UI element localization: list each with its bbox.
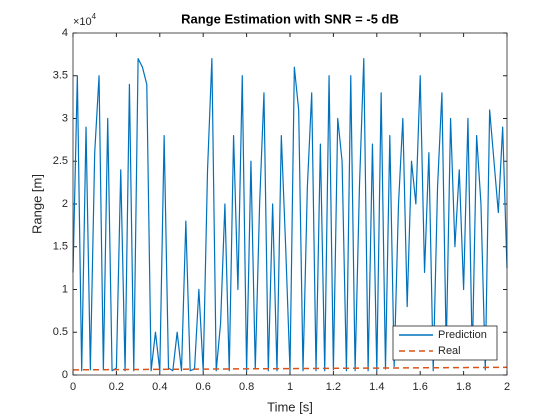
y-axis-label: Range [m] xyxy=(29,174,44,234)
plot-frame xyxy=(72,32,508,376)
x-tick-label: 1 xyxy=(287,381,293,393)
x-tick-label: 0.2 xyxy=(109,381,124,393)
y-tick-label: 1 xyxy=(62,283,68,295)
data-line xyxy=(72,366,508,371)
x-tick-label: 2 xyxy=(504,381,510,393)
y-multiplier: ×104 xyxy=(73,12,97,28)
y-tick-label: 2.5 xyxy=(53,155,68,167)
y-tick-label: 2 xyxy=(62,198,68,210)
legend-label: Real xyxy=(438,345,461,357)
y-tick-label: 0.5 xyxy=(53,326,68,338)
x-tick-label: 0.6 xyxy=(196,381,211,393)
y-tick-label: 3 xyxy=(62,112,68,124)
multiplier-exponent: 4 xyxy=(92,12,97,21)
y-tick-label: 0 xyxy=(62,369,68,381)
legend-label: Prediction xyxy=(438,329,487,341)
data-line xyxy=(72,58,508,372)
x-tick-label: 0.8 xyxy=(239,381,254,393)
x-tick-label: 0 xyxy=(70,381,76,393)
multiplier-base: ×10 xyxy=(73,16,92,28)
y-tick-label: 4 xyxy=(62,27,68,39)
x-tick-label: 1.2 xyxy=(326,381,341,393)
y-tick-label: 1.5 xyxy=(53,241,68,253)
x-axis-label: Time [s] xyxy=(267,399,313,414)
y-tick-label: 3.5 xyxy=(53,70,68,82)
x-tick-label: 1.4 xyxy=(369,381,384,393)
legend-box xyxy=(392,325,498,361)
x-tick-label: 1.6 xyxy=(413,381,428,393)
chart-title: Range Estimation with SNR = -5 dB xyxy=(181,11,399,26)
x-tick-label: 1.8 xyxy=(456,381,471,393)
x-tick-label: 0.4 xyxy=(152,381,167,393)
